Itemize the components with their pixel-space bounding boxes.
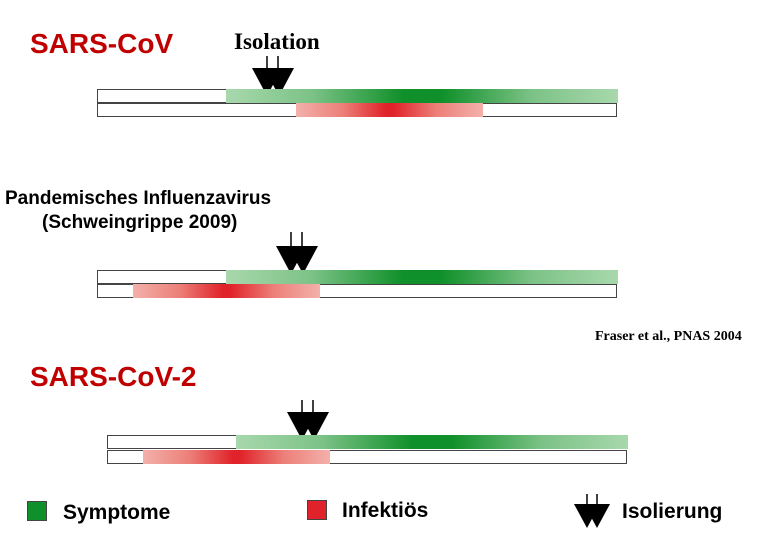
infectious-period	[133, 284, 320, 298]
infectious-period	[296, 103, 483, 117]
isolation-label: Isolation	[234, 29, 320, 54]
legend-infectious-label: Infektiös	[342, 499, 429, 522]
citation: Fraser et al., PNAS 2004	[595, 329, 742, 344]
isolation-arrow-icon	[276, 232, 318, 274]
symptom-period	[226, 89, 618, 103]
isolation-arrow-icon	[287, 400, 329, 440]
legend-symptoms-swatch	[27, 501, 47, 521]
symptom-period	[226, 270, 618, 284]
legend-infectious-swatch	[307, 500, 327, 520]
double-arrow-down-icon	[574, 494, 610, 528]
isolation-arrow-icon	[252, 56, 294, 96]
legend-symptoms-label: Symptome	[63, 501, 171, 524]
panel-title-influenza-line2: (Schweingrippe 2009)	[42, 212, 238, 233]
panel-title-sars-cov-2: SARS-CoV-2	[30, 361, 197, 392]
panel-title-sars-cov: SARS-CoV	[30, 28, 174, 59]
panel-title-influenza-line1: Pandemisches Influenzavirus	[5, 188, 272, 209]
legend-isolation-label: Isolierung	[622, 500, 723, 523]
infectious-period	[143, 450, 330, 464]
symptom-period	[236, 435, 628, 449]
